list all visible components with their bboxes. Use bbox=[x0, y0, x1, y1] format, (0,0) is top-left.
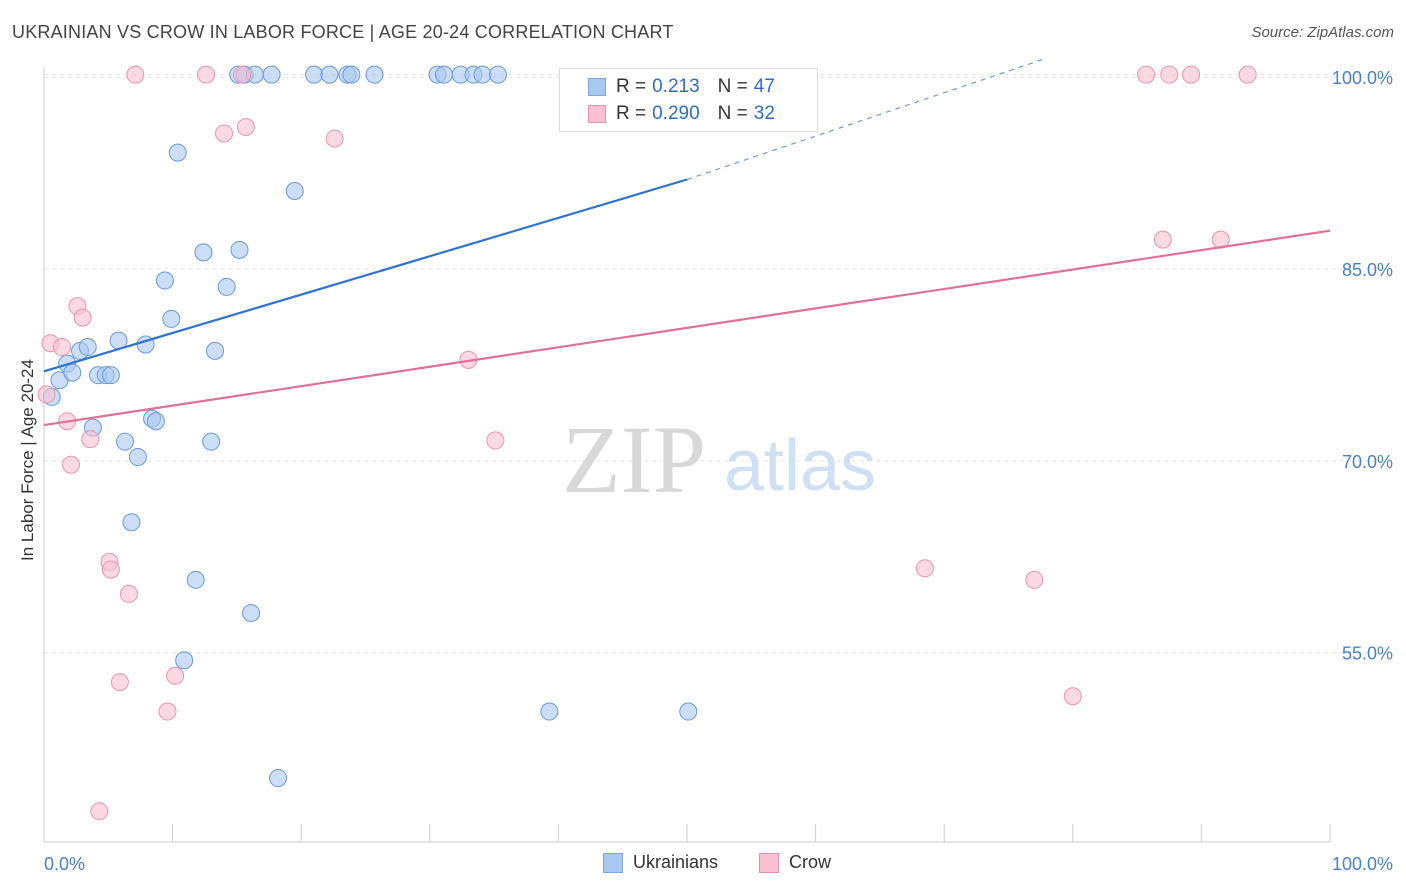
point-ukrainians bbox=[285, 182, 304, 201]
series-label-crow: Crow bbox=[789, 852, 832, 872]
legend-swatch-crow bbox=[588, 105, 606, 123]
point-ukrainians bbox=[146, 412, 165, 431]
points-layer bbox=[37, 65, 1257, 821]
point-ukrainians bbox=[202, 432, 221, 451]
axes-layer bbox=[43, 68, 1331, 843]
trendline-ukrainians-extension bbox=[686, 57, 1048, 181]
series-legend-crow[interactable]: Crow bbox=[759, 852, 831, 873]
point-ukrainians bbox=[168, 143, 187, 162]
point-crow bbox=[62, 455, 81, 474]
legend-r-value: 0.290 bbox=[652, 103, 700, 124]
point-ukrainians bbox=[242, 604, 261, 623]
legend-r-label: R = bbox=[616, 76, 647, 97]
point-crow bbox=[101, 560, 120, 579]
point-ukrainians bbox=[206, 341, 225, 360]
point-crow bbox=[215, 124, 234, 143]
point-ukrainians bbox=[488, 65, 507, 84]
series-swatch-ukrainians bbox=[603, 852, 623, 873]
point-crow bbox=[37, 385, 56, 404]
point-ukrainians bbox=[162, 309, 181, 328]
point-crow bbox=[236, 118, 255, 137]
point-ukrainians bbox=[679, 702, 698, 721]
point-ukrainians bbox=[155, 271, 174, 290]
point-crow bbox=[325, 129, 344, 148]
y-tick-label: 100.0% bbox=[1332, 68, 1393, 88]
series-label-ukrainians: Ukrainians bbox=[633, 852, 719, 872]
y-tick-label: 55.0% bbox=[1342, 644, 1393, 664]
point-ukrainians bbox=[194, 243, 213, 262]
point-crow bbox=[73, 308, 92, 327]
point-ukrainians bbox=[78, 338, 97, 357]
legend-row-ukrainians: R = 0.213 N = 47 bbox=[588, 74, 775, 100]
legend-n-label: N = bbox=[717, 103, 748, 124]
point-crow bbox=[1025, 570, 1044, 589]
point-ukrainians bbox=[434, 65, 453, 84]
point-ukrainians bbox=[63, 363, 82, 382]
point-crow bbox=[119, 584, 138, 603]
trendline-crow bbox=[43, 229, 1331, 427]
point-ukrainians bbox=[186, 570, 205, 589]
chart-title: UKRAINIAN VS CROW IN LABOR FORCE | AGE 2… bbox=[12, 22, 674, 42]
point-crow bbox=[1160, 65, 1179, 84]
series-swatch-crow bbox=[759, 852, 779, 873]
series-legend-ukrainians[interactable]: Ukrainians bbox=[603, 852, 718, 873]
source-label: Source: ZipAtlas.com bbox=[1251, 24, 1394, 41]
point-crow bbox=[158, 702, 177, 721]
point-ukrainians bbox=[473, 65, 492, 84]
tick-label-layer: 55.0% 70.0% 85.0% 100.0% 0.0% 100.0% bbox=[44, 68, 1393, 874]
correlation-legend: R = 0.213 N = 47 R = 0.290 N = 32 bbox=[559, 68, 818, 132]
watermark-zip: ZIP bbox=[562, 406, 706, 513]
point-crow bbox=[486, 431, 505, 450]
point-ukrainians bbox=[122, 513, 141, 532]
point-crow bbox=[126, 65, 145, 84]
point-ukrainians bbox=[269, 769, 288, 788]
legend-n-label: N = bbox=[717, 76, 748, 97]
point-crow bbox=[90, 802, 109, 821]
watermark: ZIP atlas bbox=[562, 406, 876, 513]
point-ukrainians bbox=[262, 65, 281, 84]
series-legend: Ukrainians Crow bbox=[0, 852, 1406, 876]
legend-n-value: 47 bbox=[753, 76, 775, 97]
point-ukrainians bbox=[365, 65, 384, 84]
point-crow bbox=[1063, 687, 1082, 706]
y-tick-label: 85.0% bbox=[1342, 260, 1393, 280]
point-ukrainians bbox=[217, 277, 236, 296]
legend-n-value: 32 bbox=[753, 103, 775, 124]
point-crow bbox=[53, 338, 72, 357]
y-tick-label: 70.0% bbox=[1342, 452, 1393, 472]
legend-r-value: 0.213 bbox=[652, 76, 700, 97]
point-crow bbox=[110, 673, 129, 692]
grid-layer bbox=[44, 74, 1394, 654]
trendline-ukrainians bbox=[43, 178, 688, 373]
point-crow bbox=[915, 559, 934, 578]
point-crow bbox=[81, 430, 100, 449]
point-ukrainians bbox=[342, 65, 361, 84]
point-crow bbox=[1153, 230, 1172, 249]
legend-swatch-ukrainians bbox=[588, 78, 606, 96]
point-crow bbox=[233, 65, 252, 84]
x-tick-label: 100.0% bbox=[1332, 854, 1393, 874]
point-ukrainians bbox=[128, 448, 147, 467]
point-crow bbox=[1137, 65, 1156, 84]
watermark-atlas: atlas bbox=[724, 426, 876, 506]
point-crow bbox=[197, 65, 216, 84]
point-crow bbox=[1238, 65, 1257, 84]
point-ukrainians bbox=[175, 651, 194, 670]
point-ukrainians bbox=[101, 366, 120, 385]
point-ukrainians bbox=[540, 702, 559, 721]
legend-row-crow: R = 0.290 N = 32 bbox=[588, 101, 775, 127]
point-ukrainians bbox=[305, 65, 324, 84]
point-crow bbox=[1182, 65, 1201, 84]
point-ukrainians bbox=[320, 65, 339, 84]
x-tick-label: 0.0% bbox=[44, 854, 85, 874]
point-crow bbox=[166, 666, 185, 685]
trend-layer bbox=[43, 57, 1331, 427]
legend-r-label: R = bbox=[616, 103, 647, 124]
point-ukrainians bbox=[230, 240, 249, 259]
point-ukrainians bbox=[116, 432, 135, 451]
